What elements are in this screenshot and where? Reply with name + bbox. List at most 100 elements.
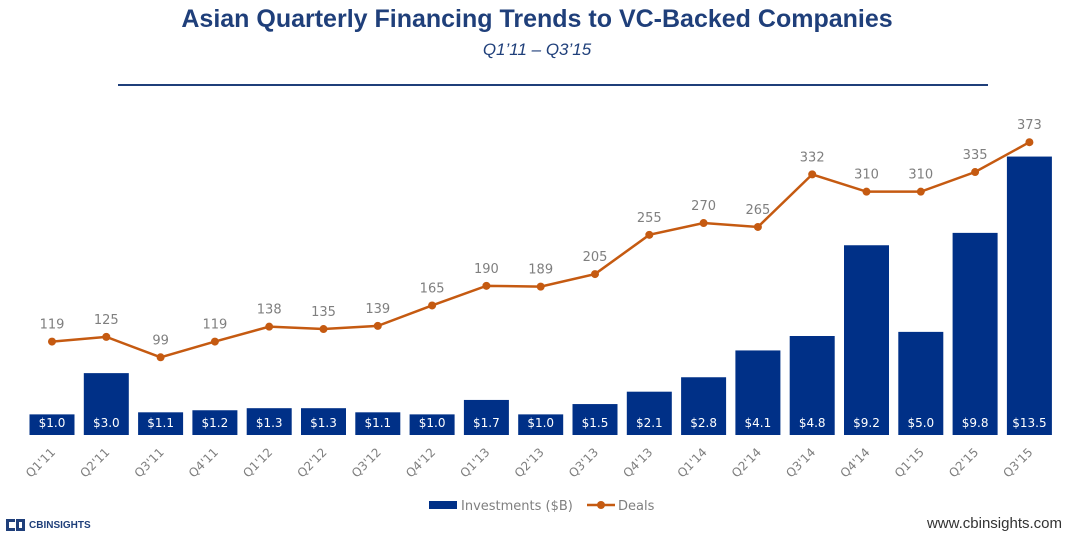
deals-point-label: 135 bbox=[311, 305, 336, 320]
investment-bar bbox=[192, 410, 238, 435]
x-tick-label: Q2'14 bbox=[729, 445, 764, 480]
deals-point-label: 125 bbox=[94, 313, 119, 328]
x-tick-label: Q4'12 bbox=[403, 445, 438, 480]
deals-point bbox=[428, 301, 437, 310]
deals-point-label: 205 bbox=[583, 250, 608, 265]
deals-point bbox=[210, 337, 219, 346]
investment-bar bbox=[844, 245, 889, 435]
deals-point-label: 119 bbox=[40, 318, 65, 333]
investment-bar bbox=[789, 336, 835, 435]
investment-bar-label: $1.7 bbox=[473, 416, 500, 430]
deals-point-label: 165 bbox=[420, 281, 445, 296]
deals-point-label: 138 bbox=[257, 303, 282, 318]
deals-point-label: 99 bbox=[152, 333, 169, 348]
x-tick-label: Q3'14 bbox=[783, 445, 818, 480]
deals-point bbox=[753, 222, 762, 231]
investment-bar-label: $2.8 bbox=[690, 416, 717, 430]
x-tick-label: Q1'13 bbox=[457, 445, 492, 480]
investment-bar bbox=[29, 414, 75, 435]
logo-text: CBINSIGHTS bbox=[29, 519, 91, 531]
deals-point bbox=[319, 325, 328, 334]
investment-bar bbox=[409, 414, 455, 435]
x-tick-label: Q2'12 bbox=[295, 445, 330, 480]
investment-bar bbox=[463, 399, 509, 435]
x-tick-label: Q4'13 bbox=[620, 445, 655, 480]
investment-bar bbox=[952, 232, 998, 435]
x-tick-label: Q2'11 bbox=[77, 445, 112, 480]
chart-subtitle: Q1’11 – Q3’15 bbox=[482, 40, 592, 59]
title-divider bbox=[118, 84, 988, 86]
deals-point-label: 373 bbox=[1017, 118, 1042, 133]
cb-logo-icon bbox=[6, 519, 25, 531]
deals-point bbox=[645, 230, 654, 239]
deals-point-label: 332 bbox=[800, 150, 825, 165]
investment-bar-label: $1.0 bbox=[39, 416, 66, 430]
legend-investments-label: Investments ($B) bbox=[461, 499, 573, 514]
investment-bar-label: $1.3 bbox=[310, 416, 337, 430]
deals-point-label: 335 bbox=[963, 148, 988, 163]
deals-point-label: 310 bbox=[854, 168, 879, 183]
deals-point-label: 265 bbox=[745, 203, 770, 218]
deals-point bbox=[156, 353, 165, 362]
investment-bar bbox=[518, 414, 564, 435]
investment-bar bbox=[1006, 156, 1052, 435]
investment-bar-label: $1.5 bbox=[582, 416, 609, 430]
deals-point-label: 190 bbox=[474, 262, 499, 277]
x-tick-label: Q1'11 bbox=[23, 445, 58, 480]
legend-deals-label: Deals bbox=[618, 499, 655, 514]
investment-bar bbox=[681, 377, 727, 435]
deals-point bbox=[591, 270, 599, 279]
x-tick-label: Q4'14 bbox=[838, 445, 873, 480]
x-tick-label: Q2'15 bbox=[946, 445, 981, 480]
deals-point-label: 189 bbox=[528, 263, 553, 278]
investment-bar-label: $9.8 bbox=[962, 416, 989, 430]
footer-url: www.cbinsights.com bbox=[926, 515, 1062, 532]
x-tick-label: Q3'11 bbox=[132, 445, 167, 480]
deals-point bbox=[971, 168, 980, 177]
x-axis-ticks: Q1'11 Q2'11 Q3'11 Q4'11 Q1'12 Q2'12 Q3'12 Q4'12… bbox=[23, 445, 1036, 480]
deals-point bbox=[373, 321, 382, 330]
deals-point-label: 139 bbox=[365, 302, 390, 317]
legend-investments-swatch bbox=[429, 501, 457, 509]
investment-bar bbox=[626, 391, 672, 435]
x-tick-label: Q3'12 bbox=[349, 445, 384, 480]
investment-bar-label: $9.2 bbox=[853, 416, 880, 430]
x-tick-label: Q3'15 bbox=[1000, 445, 1035, 480]
deals-point bbox=[482, 281, 491, 290]
x-tick-label: Q1'15 bbox=[892, 445, 927, 480]
investment-bar bbox=[572, 404, 618, 435]
investment-bar-label: $1.1 bbox=[147, 416, 174, 430]
investment-bar-label: $3.0 bbox=[93, 416, 120, 430]
x-tick-label: Q1'14 bbox=[675, 445, 710, 480]
investment-bar-label: $1.2 bbox=[202, 416, 229, 430]
x-tick-label: Q2'13 bbox=[512, 445, 547, 480]
investment-bar-label: $1.3 bbox=[256, 416, 283, 430]
investment-bar bbox=[898, 331, 944, 435]
deals-line-layer: 119 125 99 119 138 135 139 165 190 189 205 255 270 26… bbox=[40, 118, 1042, 362]
investment-bar bbox=[138, 412, 184, 435]
deals-point bbox=[265, 322, 274, 331]
x-tick-label: Q1'12 bbox=[240, 445, 275, 480]
investment-bar-labels: $1.0 $3.0 $1.1 $1.2 $1.3 $1.3 $1.1 $1.0 $1.7 $1.0… bbox=[39, 416, 1047, 430]
cb-insights-logo: CBINSIGHTS bbox=[6, 518, 91, 532]
deals-point-label: 310 bbox=[908, 168, 933, 183]
legend-deals-marker bbox=[597, 501, 605, 509]
chart-title: Asian Quarterly Financing Trends to VC-B… bbox=[181, 5, 893, 33]
x-tick-label: Q3'13 bbox=[566, 445, 601, 480]
investment-bar bbox=[246, 408, 292, 435]
investment-bar bbox=[355, 412, 401, 435]
investment-bar-label: $1.0 bbox=[419, 416, 446, 430]
deals-point-label: 270 bbox=[691, 199, 716, 214]
investment-bar-label: $13.5 bbox=[1012, 416, 1046, 430]
deals-point bbox=[699, 219, 708, 228]
deals-point-label: 119 bbox=[202, 318, 227, 333]
deals-point bbox=[48, 337, 56, 346]
investment-bar-label: $4.1 bbox=[745, 416, 772, 430]
investment-bar-label: $1.1 bbox=[364, 416, 391, 430]
x-tick-label: Q4'11 bbox=[186, 445, 221, 480]
deals-point bbox=[862, 187, 871, 196]
deals-point bbox=[808, 170, 817, 179]
investment-bar-label: $1.0 bbox=[527, 416, 554, 430]
deals-point bbox=[1025, 138, 1034, 147]
